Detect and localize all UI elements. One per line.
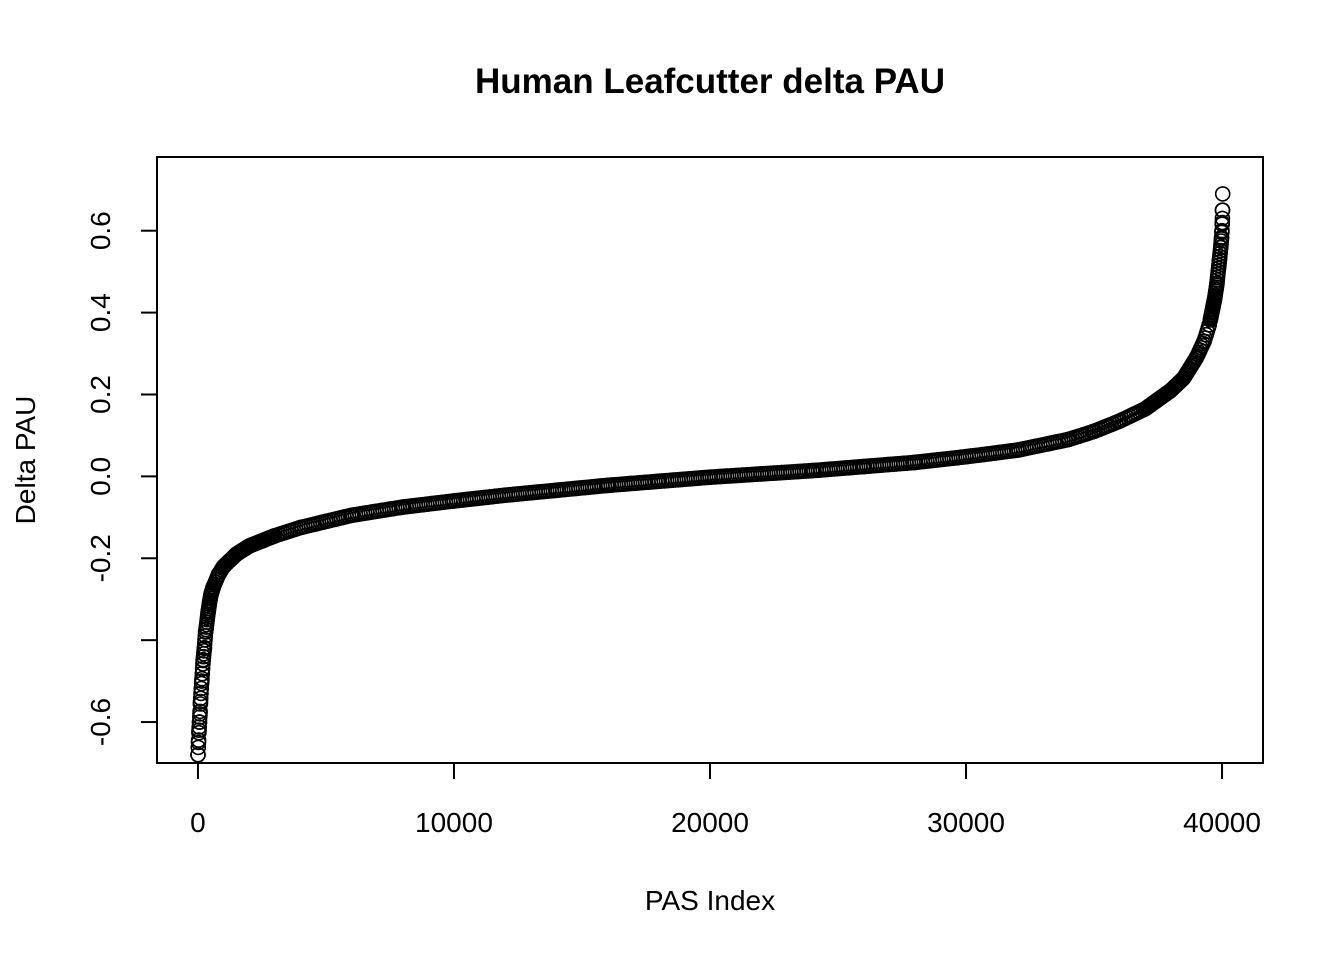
x-tick-label: 20000 <box>671 807 749 838</box>
data-point <box>197 624 214 640</box>
y-tick-label: -0.2 <box>85 534 116 582</box>
y-tick-label: -0.6 <box>85 698 116 746</box>
data-point <box>1209 276 1225 292</box>
chart-title: Human Leafcutter delta PAU <box>475 62 945 101</box>
data-point <box>1175 370 1192 386</box>
data-point <box>1213 231 1230 247</box>
data-point <box>1213 239 1229 255</box>
y-tick-label: 0.6 <box>85 211 116 250</box>
data-point <box>548 482 565 499</box>
data-point <box>497 487 514 504</box>
data-point <box>193 680 210 697</box>
data-point <box>1137 400 1153 417</box>
data-point <box>906 454 923 471</box>
data-point <box>1211 251 1228 268</box>
data-point <box>215 558 232 575</box>
data-point <box>855 458 872 475</box>
data-point <box>241 538 257 554</box>
x-axis-label: PAS Index <box>645 885 775 916</box>
y-axis-label: Delta PAU <box>10 396 41 525</box>
data-point <box>1188 349 1205 366</box>
plot-frame <box>156 156 1264 764</box>
data-point <box>196 640 213 657</box>
x-axis: 0 10000 20000 30000 40000 <box>190 762 1261 838</box>
data-point <box>958 448 974 465</box>
data-point <box>292 519 309 536</box>
data-point <box>1206 292 1223 309</box>
data-point <box>1214 210 1231 227</box>
data-point <box>1111 413 1128 429</box>
y-axis: -0.6 -0.2 0.0 0.2 0.4 0.6 <box>85 211 158 746</box>
data-point <box>190 734 207 751</box>
data-point <box>203 587 219 603</box>
data-point <box>194 660 211 677</box>
data-point <box>343 507 360 524</box>
data-point <box>1060 431 1077 448</box>
data-point <box>192 693 209 710</box>
data-point <box>195 652 211 669</box>
x-tick-label: 0 <box>190 807 206 838</box>
x-tick-label: 30000 <box>927 807 1005 838</box>
data-point <box>192 706 208 722</box>
data-point <box>210 566 227 583</box>
data-point <box>266 527 283 544</box>
y-tick-label: 0.0 <box>85 457 116 496</box>
x-tick-label: 40000 <box>1183 807 1261 838</box>
x-tick-label: 10000 <box>415 807 493 838</box>
data-point <box>1214 202 1231 218</box>
data-point <box>318 513 334 530</box>
data-point <box>1009 442 1026 459</box>
data-point <box>1086 423 1102 440</box>
data-point <box>191 714 208 730</box>
data-point <box>650 473 667 490</box>
data-point <box>194 673 210 689</box>
data-point <box>200 603 216 620</box>
data-point <box>753 466 770 482</box>
data-point <box>1214 214 1231 231</box>
data-point <box>1196 333 1212 350</box>
data-point <box>599 477 616 494</box>
data-point <box>228 546 245 563</box>
y-tick-label: 0.2 <box>85 375 116 414</box>
data-point <box>804 462 821 479</box>
data-point <box>190 746 206 763</box>
data-point <box>1214 222 1230 239</box>
data-point <box>1201 317 1217 333</box>
data-point <box>1163 382 1179 399</box>
data-point <box>446 493 462 509</box>
data-point <box>191 722 207 739</box>
data-point <box>1214 186 1231 202</box>
data-point <box>394 499 411 515</box>
data-point <box>702 469 718 486</box>
y-tick-label: 0.4 <box>85 293 116 332</box>
data-points <box>190 186 1231 763</box>
